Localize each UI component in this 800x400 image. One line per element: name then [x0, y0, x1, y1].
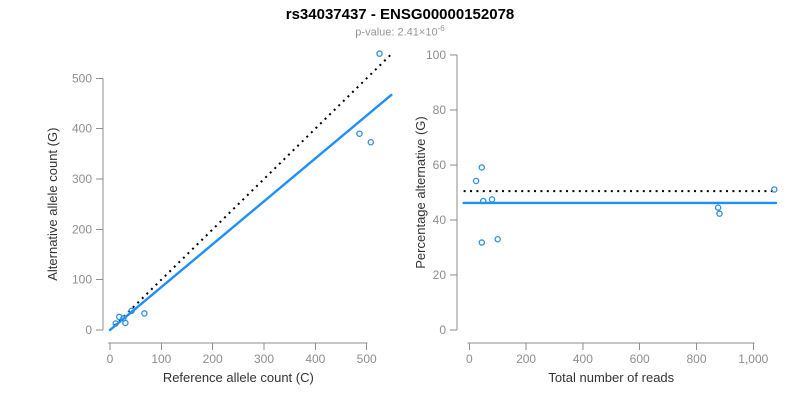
data-point	[356, 130, 363, 137]
y-tick-label: 0	[439, 323, 446, 337]
y-tick-label: 100	[426, 48, 446, 62]
x-tick-label: 1,000	[738, 352, 768, 366]
y-tick-label: 60	[433, 158, 447, 172]
x-tick-label: 100	[151, 352, 171, 366]
y-tick-label: 40	[433, 213, 447, 227]
y-tick-label: 200	[72, 222, 92, 236]
x-tick-label: 800	[686, 352, 706, 366]
x-tick-label: 300	[254, 352, 274, 366]
data-point	[472, 177, 480, 185]
data-point	[128, 307, 135, 315]
data-point	[494, 235, 501, 243]
y-axis-label: Alternative allele count (G)	[45, 128, 60, 281]
data-point	[122, 319, 129, 327]
y-tick-label: 20	[433, 268, 447, 282]
data-point	[112, 320, 119, 327]
y-axis-label: Percentage alternative (G)	[413, 116, 428, 268]
pvalue-text: p-value: 2.41×10	[355, 26, 438, 39]
x-tick-label: 600	[630, 352, 650, 366]
y-tick-label: 500	[72, 71, 92, 85]
x-tick-label: 400	[573, 352, 593, 366]
y-tick-label: 300	[72, 172, 92, 186]
data-point	[367, 139, 375, 146]
data-point	[716, 210, 723, 217]
fit-line	[108, 93, 393, 332]
plot-title: rs34037437 - ENSG00000152078	[285, 6, 515, 23]
data-point	[771, 186, 778, 193]
x-tick-label: 500	[357, 352, 377, 366]
data-point	[478, 239, 486, 246]
plot-subtitle: p-value: 2.41×10-6	[0, 24, 800, 39]
x-axis-label: Reference allele count (C)	[163, 370, 314, 385]
data-point	[479, 197, 487, 205]
data-point	[478, 164, 486, 171]
y-tick-label: 0	[85, 323, 92, 337]
percentage-alternative-plot: 0 20 40 60 80 100 0 200 400 600 800 1,000 Total numb…	[413, 48, 778, 385]
data-point	[141, 310, 148, 317]
pvalue-exponent: -6	[437, 24, 445, 33]
x-axis-label: Total number of reads	[548, 370, 674, 385]
x-tick-label: 400	[305, 352, 325, 366]
identity-line	[109, 53, 393, 331]
x-tick-label: 0	[107, 352, 114, 366]
allele-counts-plot: 0 100 200 300 400 500 0 100 200 300 400 500 Referenc…	[45, 50, 393, 385]
x-tick-label: 200	[516, 352, 536, 366]
y-tick-label: 100	[72, 273, 92, 287]
y-tick-label: 400	[72, 122, 92, 136]
y-tick-label: 80	[433, 103, 447, 117]
data-point	[488, 196, 496, 203]
data-point	[376, 50, 383, 57]
x-tick-label: 200	[203, 352, 223, 366]
data-point	[714, 204, 722, 211]
x-tick-label: 0	[466, 352, 473, 366]
